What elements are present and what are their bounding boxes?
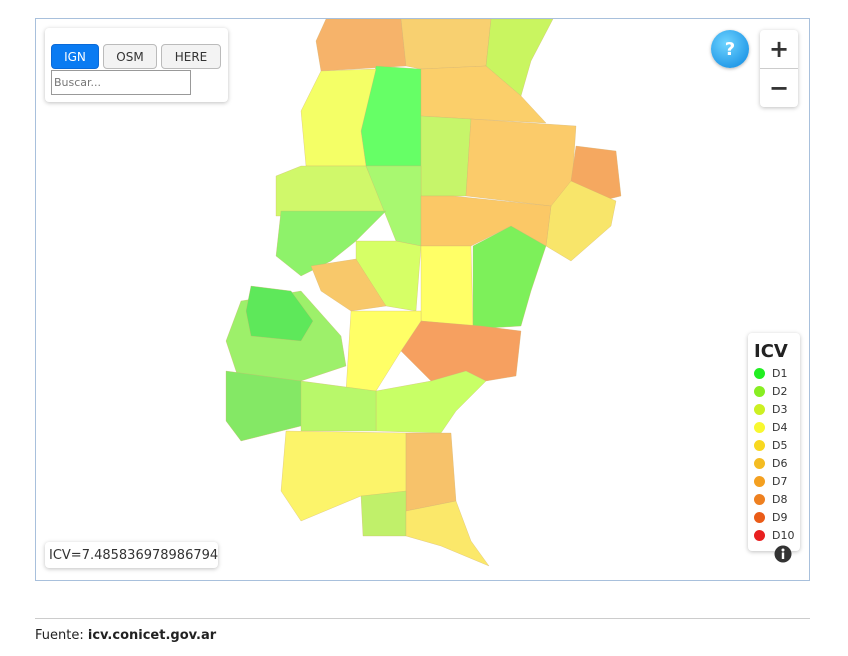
region[interactable] — [485, 19, 554, 97]
region[interactable] — [275, 210, 387, 277]
region[interactable] — [300, 380, 377, 432]
zoom-control: + − — [760, 30, 798, 107]
zoom-out[interactable]: − — [768, 74, 790, 102]
legend-swatch — [754, 476, 765, 487]
layer-panel: IGN OSM HERE Buscar... — [45, 28, 228, 102]
legend-swatch — [754, 404, 765, 415]
footer-prefix: Fuente: — [35, 628, 84, 643]
info-icon[interactable] — [774, 545, 792, 563]
legend-label: D2 — [772, 385, 788, 398]
legend-entry: D7 — [754, 475, 787, 488]
legend-label: D5 — [772, 439, 788, 452]
legend-swatch — [754, 368, 765, 379]
region[interactable] — [310, 258, 387, 312]
layer-button[interactable]: OSM — [103, 44, 157, 69]
layer-button[interactable]: HERE — [161, 44, 221, 69]
legend-entry: D5 — [754, 439, 787, 452]
legend-swatch — [754, 458, 765, 469]
search-input[interactable]: Buscar... — [51, 70, 191, 95]
footer: Fuente: icv.conicet.gov.ar — [35, 628, 216, 643]
legend-title: ICV — [754, 341, 788, 362]
legend-label: D1 — [772, 367, 788, 380]
region[interactable] — [420, 195, 552, 247]
region[interactable] — [405, 500, 490, 567]
region[interactable] — [405, 432, 457, 512]
legend-label: D4 — [772, 421, 788, 434]
legend: ICV D1 D2 D3 D4 D5 D6 D7 D8 D9 D10 — [748, 333, 800, 551]
region[interactable] — [375, 370, 487, 434]
divider — [35, 618, 810, 619]
legend-label: D10 — [772, 529, 795, 542]
legend-entry: D10 — [754, 529, 794, 542]
legend-entry: D3 — [754, 403, 787, 416]
help-button[interactable]: ? — [711, 30, 749, 68]
legend-swatch — [754, 440, 765, 451]
region[interactable] — [420, 245, 474, 327]
info-box: ICV=7.485836978986794 — [45, 542, 218, 568]
legend-entry: D9 — [754, 511, 787, 524]
legend-swatch — [754, 422, 765, 433]
region[interactable] — [360, 490, 407, 537]
legend-label: D8 — [772, 493, 788, 506]
legend-swatch — [754, 512, 765, 523]
map[interactable]: IGN OSM HERE Buscar... ? + − ICV D1 D2 D3 D4 D… — [35, 18, 810, 581]
legend-label: D3 — [772, 403, 788, 416]
region[interactable] — [400, 320, 522, 382]
legend-entry: D6 — [754, 457, 787, 470]
legend-entry: D8 — [754, 493, 787, 506]
zoom-in[interactable]: + — [760, 30, 798, 69]
legend-entry: D2 — [754, 385, 787, 398]
region[interactable] — [465, 118, 577, 207]
legend-swatch — [754, 530, 765, 541]
region[interactable] — [400, 19, 492, 70]
legend-label: D7 — [772, 475, 788, 488]
region[interactable] — [472, 225, 547, 330]
layer-button[interactable]: IGN — [51, 44, 99, 69]
region[interactable] — [245, 285, 314, 342]
legend-label: D9 — [772, 511, 788, 524]
legend-swatch — [754, 386, 765, 397]
legend-entry: D4 — [754, 421, 787, 434]
choropleth — [225, 19, 622, 567]
legend-swatch — [754, 494, 765, 505]
legend-label: D6 — [772, 457, 788, 470]
region[interactable] — [315, 19, 407, 72]
legend-entry: D1 — [754, 367, 787, 380]
footer-source[interactable]: icv.conicet.gov.ar — [87, 628, 217, 643]
region[interactable] — [420, 115, 472, 197]
